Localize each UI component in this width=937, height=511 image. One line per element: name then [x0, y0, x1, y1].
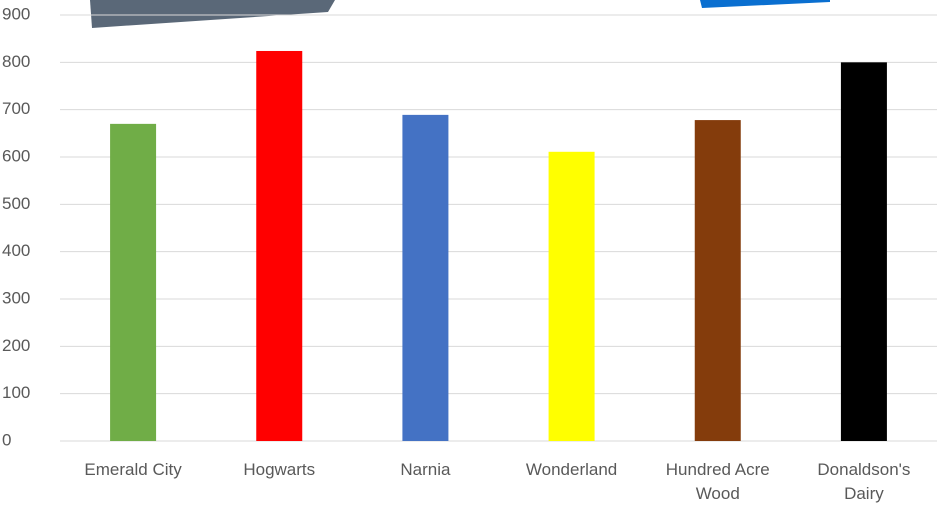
- y-tick-label: 400: [2, 241, 30, 260]
- x-tick-label: Donaldson's Dairy: [817, 460, 911, 503]
- y-tick-label: 100: [2, 383, 30, 402]
- y-tick-label: 900: [2, 4, 30, 23]
- y-tick-label: 200: [2, 336, 30, 355]
- bar: [110, 123, 157, 441]
- y-tick-label: 700: [2, 99, 30, 118]
- y-tick-label: 500: [2, 194, 30, 213]
- decoration-shape: [700, 0, 830, 8]
- bar: [694, 120, 741, 441]
- x-tick-label: Wonderland: [525, 460, 618, 479]
- x-tick-label: Hogwarts: [243, 460, 316, 479]
- y-tick-label: 800: [2, 52, 30, 71]
- x-tick-label: Emerald City: [84, 460, 182, 479]
- x-tick-label: Hundred Acre Wood: [665, 460, 770, 503]
- bar: [548, 151, 595, 441]
- y-tick-label: 300: [2, 288, 30, 307]
- bar: [840, 62, 887, 441]
- decoration-photo: [90, 0, 335, 28]
- y-tick-label: 0: [2, 430, 11, 449]
- bar: [256, 50, 303, 442]
- bar: [402, 114, 449, 441]
- y-tick-label: 600: [2, 146, 30, 165]
- x-tick-label: Narnia: [400, 460, 451, 479]
